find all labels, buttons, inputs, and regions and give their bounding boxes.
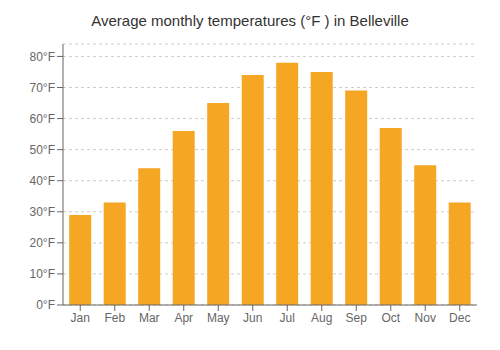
svg-text:60°F: 60°F bbox=[30, 112, 55, 126]
svg-text:40°F: 40°F bbox=[30, 174, 55, 188]
svg-text:Jul: Jul bbox=[280, 311, 295, 325]
svg-text:Feb: Feb bbox=[104, 311, 125, 325]
svg-text:Jan: Jan bbox=[71, 311, 90, 325]
svg-text:Dec: Dec bbox=[449, 311, 470, 325]
svg-text:Apr: Apr bbox=[174, 311, 193, 325]
svg-text:70°F: 70°F bbox=[30, 81, 55, 95]
svg-text:0°F: 0°F bbox=[36, 298, 55, 312]
svg-text:Oct: Oct bbox=[381, 311, 400, 325]
svg-text:50°F: 50°F bbox=[30, 143, 55, 157]
svg-text:30°F: 30°F bbox=[30, 205, 55, 219]
svg-text:Aug: Aug bbox=[311, 311, 332, 325]
svg-text:Nov: Nov bbox=[415, 311, 436, 325]
svg-text:20°F: 20°F bbox=[30, 236, 55, 250]
svg-text:Sep: Sep bbox=[346, 311, 368, 325]
svg-text:May: May bbox=[207, 311, 230, 325]
svg-text:10°F: 10°F bbox=[30, 267, 55, 281]
html-text:Average monthly temperatures (: Average monthly temperatures (°F ) in Be… bbox=[91, 12, 409, 29]
svg-text:80°F: 80°F bbox=[30, 50, 55, 64]
svg-text:Mar: Mar bbox=[139, 311, 160, 325]
svg-text:Jun: Jun bbox=[243, 311, 262, 325]
